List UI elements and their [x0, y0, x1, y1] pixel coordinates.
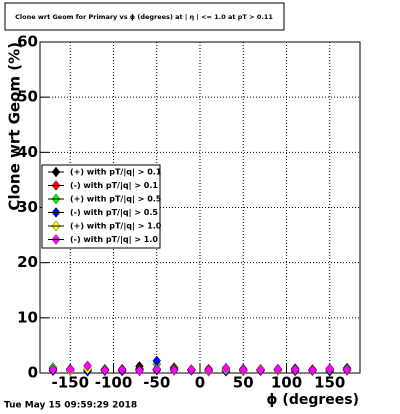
data-point [169, 364, 179, 376]
y-tick-label: 50 [17, 88, 38, 106]
data-point [290, 364, 300, 376]
x-tick-label: 100 [271, 374, 302, 392]
data-point [325, 363, 334, 374]
data-point [83, 360, 92, 372]
y-tick-label: 0 [28, 364, 38, 382]
y-tick-label: 10 [17, 308, 38, 326]
x-tick-label: -50 [143, 374, 170, 392]
legend-label: (-) with pT/|q| > 0.5 [70, 208, 158, 217]
legend-box [41, 164, 161, 249]
data-point [204, 364, 213, 376]
data-point [48, 364, 58, 376]
data-point [308, 364, 317, 376]
data-point [342, 364, 352, 376]
x-tick-label: -100 [95, 374, 133, 392]
data-point [256, 364, 265, 376]
timestamp: Tue May 15 09:59:29 2018 [4, 401, 137, 411]
y-axis-label: Clone wrt Geom (%) [6, 42, 24, 211]
data-point [100, 364, 110, 376]
y-tick-label: 60 [17, 33, 38, 51]
data-point [66, 363, 75, 375]
x-tick-label: -150 [51, 374, 89, 392]
x-tick-label: 0 [195, 374, 205, 392]
legend-label: (+) with pT/|q| > 1.0 [70, 222, 162, 231]
data-point [238, 364, 248, 376]
legend-label: (-) with pT/|q| > 1.0 [70, 235, 158, 244]
data-point [135, 365, 144, 377]
y-tick-label: 30 [17, 198, 38, 216]
plot-frame [39, 41, 361, 374]
legend-label: (-) with pT/|q| > 0.1 [70, 181, 158, 190]
data-point [273, 363, 283, 375]
x-tick-label: 50 [233, 374, 254, 392]
y-tick-label: 20 [17, 253, 38, 271]
x-axis-label: ϕ (degrees) [266, 392, 359, 408]
legend-label: (+) with pT/|q| > 0.5 [70, 195, 162, 204]
legend-label: (+) with pT/|q| > 0.1 [70, 168, 162, 177]
data-point [187, 364, 196, 376]
title-box [4, 2, 285, 31]
data-point [221, 362, 231, 374]
data-point [117, 364, 127, 376]
data-point [152, 363, 162, 375]
y-tick-label: 40 [17, 143, 38, 161]
chart-title: Clone wrt Geom for Primary vs ϕ (degrees… [15, 13, 273, 22]
x-tick-label: 150 [314, 374, 345, 392]
